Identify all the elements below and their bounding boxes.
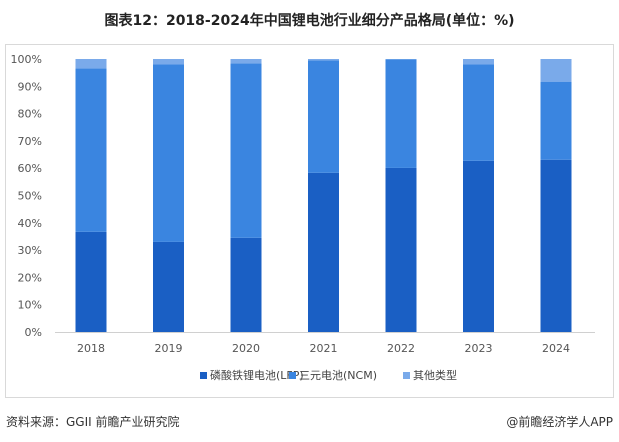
y-tick-label: 60% [18, 162, 42, 175]
y-tick-label: 80% [18, 108, 42, 121]
y-tick-label: 50% [18, 190, 42, 203]
bar-segment-2022-1 [385, 59, 417, 168]
bar-segment-2023-0 [463, 160, 494, 332]
x-tick-label: 2019 [155, 342, 183, 355]
bar-segment-2018-1 [75, 68, 107, 232]
bar-segment-2020-0 [230, 237, 262, 332]
bar-segment-2018-0 [75, 231, 107, 332]
bar-segment-2023-1 [463, 64, 494, 161]
y-tick-label: 0% [25, 326, 42, 339]
legend-swatch [403, 372, 410, 379]
y-tick-label: 90% [18, 80, 42, 93]
brand-note: @前瞻经济学人APP [506, 415, 613, 429]
bar-segment-2023-2 [463, 59, 494, 65]
bar-segment-2019-0 [153, 241, 184, 332]
legend-swatch [200, 372, 207, 379]
bar-segment-2020-1 [230, 63, 262, 238]
x-tick-label: 2020 [232, 342, 260, 355]
y-tick-label: 10% [18, 299, 42, 312]
bar-segment-2019-1 [153, 64, 184, 242]
x-tick-label: 2021 [310, 342, 338, 355]
y-tick-label: 30% [18, 244, 42, 257]
x-tick-label: 2023 [465, 342, 493, 355]
legend-swatch [289, 372, 296, 379]
bar-segment-2024-1 [540, 81, 572, 160]
y-tick-label: 70% [18, 135, 42, 148]
y-tick-label: 20% [18, 271, 42, 284]
y-tick-label: 100% [11, 53, 42, 66]
y-tick-label: 40% [18, 217, 42, 230]
bar-segment-2024-2 [540, 59, 572, 82]
x-tick-label: 2022 [387, 342, 415, 355]
legend-label: 其他类型 [413, 368, 457, 382]
legend-label: 三元电池(NCM) [299, 369, 377, 382]
bar-segment-2021-1 [308, 60, 339, 173]
bar-segment-2022-0 [385, 167, 417, 332]
bar-segment-2021-2 [308, 59, 339, 61]
bar-segment-2020-2 [230, 59, 262, 64]
x-tick-label: 2018 [77, 342, 105, 355]
source-note: 资料来源：GGII 前瞻产业研究院 [6, 415, 180, 429]
bar-segment-2021-0 [308, 172, 339, 332]
bar-segment-2024-0 [540, 159, 572, 332]
x-tick-label: 2024 [542, 342, 570, 355]
bar-segment-2018-2 [75, 59, 107, 69]
chart-frame [5, 44, 614, 398]
legend-label: 磷酸铁锂电池(LFP) [210, 368, 304, 382]
chart-title: 图表12：2018-2024年中国锂电池行业细分产品格局(单位：%) [104, 13, 515, 29]
bar-segment-2019-2 [153, 59, 184, 65]
